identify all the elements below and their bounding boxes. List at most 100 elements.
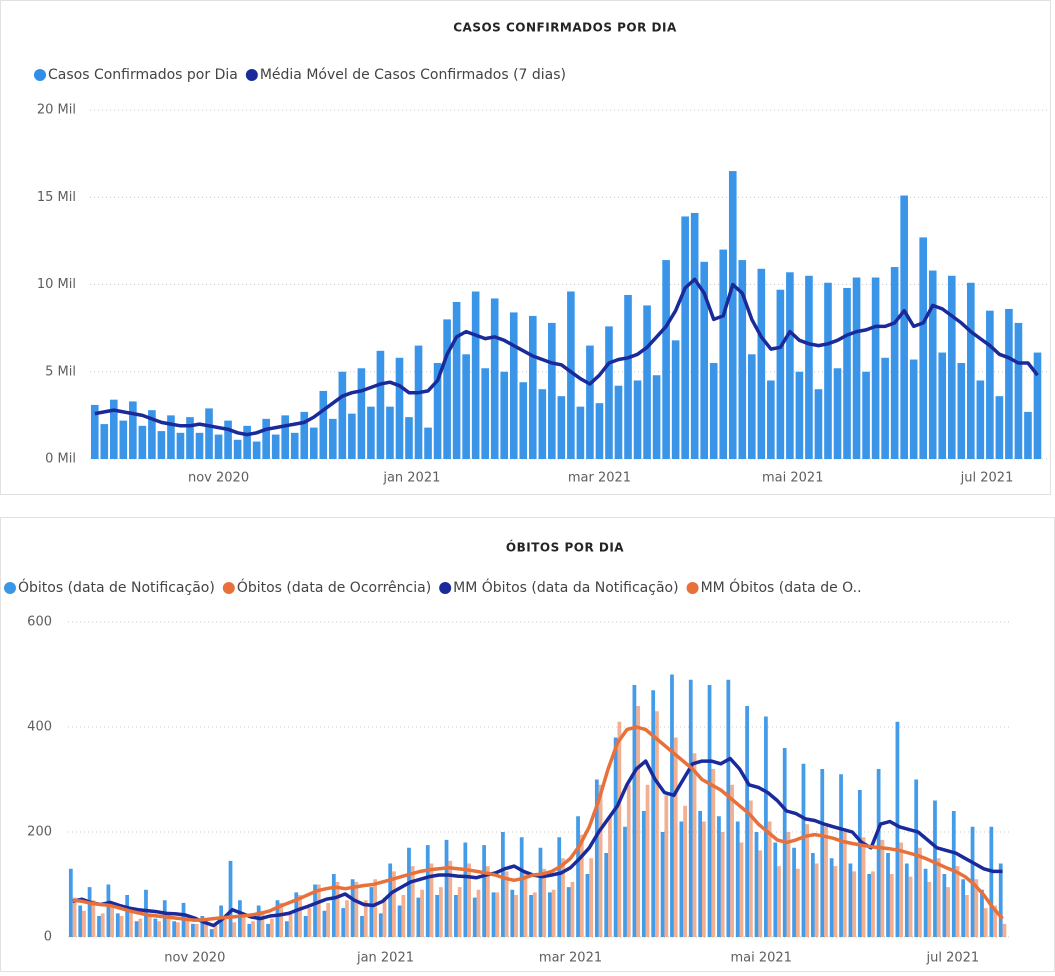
bar: [739, 842, 744, 937]
bar: [767, 380, 775, 459]
bar: [820, 769, 825, 937]
bar: [767, 821, 772, 937]
bar: [363, 900, 368, 937]
bar: [251, 921, 255, 937]
legend-label: Óbitos (data de Ocorrência): [237, 578, 431, 596]
bar: [651, 690, 656, 937]
bar: [993, 905, 997, 937]
bar: [899, 842, 904, 937]
bar: [345, 900, 349, 937]
bar: [604, 853, 609, 937]
bar: [904, 863, 909, 937]
bar: [862, 371, 870, 459]
bar: [655, 711, 659, 937]
bar: [557, 837, 562, 937]
bar: [90, 404, 99, 459]
bar: [191, 923, 195, 937]
bar: [224, 420, 232, 459]
bar: [463, 842, 468, 937]
bar: [946, 887, 951, 937]
bar: [747, 354, 756, 459]
bar: [626, 784, 631, 937]
bar: [670, 674, 674, 937]
bar: [514, 895, 518, 937]
bar: [528, 315, 537, 459]
bar: [148, 410, 156, 459]
bar: [319, 390, 328, 459]
bar: [495, 892, 500, 937]
bar: [106, 884, 111, 937]
chart-title: ÓBITOS POR DIA: [506, 540, 624, 555]
bar: [662, 260, 670, 459]
bar: [243, 425, 251, 459]
bar: [833, 866, 838, 937]
bar: [983, 908, 988, 937]
bar: [576, 816, 580, 937]
bar: [936, 858, 941, 937]
bar: [294, 892, 299, 937]
bar: [369, 887, 374, 937]
bar: [523, 871, 528, 937]
bar: [284, 921, 289, 937]
bar: [671, 340, 680, 459]
bar: [532, 892, 537, 937]
bar: [880, 839, 885, 937]
bar: [976, 380, 985, 459]
bar: [425, 845, 430, 937]
bar: [980, 889, 984, 937]
bar: [213, 923, 218, 937]
bar: [786, 272, 794, 459]
bar: [457, 887, 462, 937]
bar: [576, 406, 585, 459]
legend-marker: [439, 582, 452, 594]
bar: [176, 432, 185, 459]
bar: [410, 866, 415, 937]
bar: [586, 345, 594, 459]
bar: [805, 275, 813, 459]
bar: [928, 270, 937, 459]
bar: [271, 434, 280, 459]
y-tick-label: 400: [27, 720, 52, 735]
bar: [643, 305, 651, 459]
bar: [100, 424, 109, 459]
legend-marker: [245, 69, 258, 81]
bar: [125, 895, 130, 937]
bar: [843, 287, 851, 459]
bar: [895, 721, 900, 937]
bar: [839, 774, 843, 937]
bar: [748, 800, 753, 937]
bar: [87, 887, 92, 937]
chart-title: CASOS CONFIRMADOS POR DIA: [453, 21, 677, 35]
bar: [500, 371, 509, 459]
bar: [110, 902, 115, 937]
bar: [974, 879, 979, 937]
bar: [157, 921, 161, 937]
bar: [758, 850, 763, 937]
bar: [914, 779, 919, 937]
x-tick-label: mar 2021: [568, 471, 631, 486]
legend-label: Casos Confirmados por Dia: [48, 67, 238, 83]
bar: [961, 879, 966, 937]
bar: [861, 837, 866, 937]
bar: [200, 916, 205, 937]
bar: [652, 375, 661, 459]
bar: [300, 411, 309, 459]
bar: [617, 721, 622, 937]
bar: [388, 863, 393, 937]
bar: [557, 396, 566, 459]
bar: [792, 847, 796, 937]
bar: [252, 441, 261, 459]
bar: [72, 897, 77, 937]
bar: [350, 879, 355, 937]
bar: [726, 679, 731, 937]
x-tick-label: nov 2020: [164, 951, 225, 966]
y-tick-label: 600: [27, 615, 52, 630]
bar: [824, 826, 828, 937]
bar: [542, 868, 547, 937]
bar: [129, 908, 133, 937]
bar: [814, 389, 823, 459]
legend-marker: [4, 582, 16, 594]
bar: [848, 863, 853, 937]
bar: [833, 368, 842, 459]
bar: [519, 837, 524, 937]
